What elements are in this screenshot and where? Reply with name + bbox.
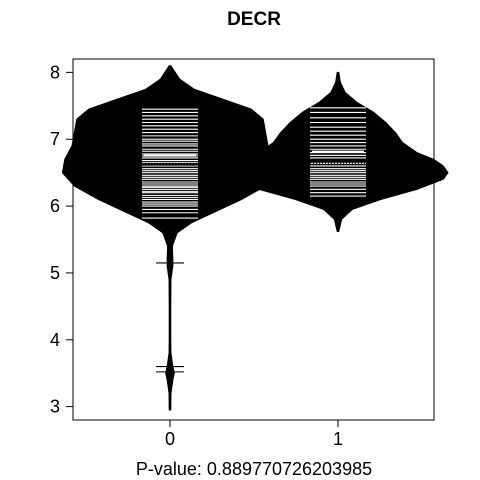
bean-group-0	[61, 65, 279, 411]
y-tick-label: 4	[50, 330, 60, 350]
y-tick-label: 7	[50, 129, 60, 149]
y-tick-label: 6	[50, 196, 60, 216]
y-tick-label: 8	[50, 62, 60, 82]
y-tick-label: 3	[50, 397, 60, 417]
x-tick-label: 1	[333, 429, 343, 449]
beans-layer	[61, 65, 449, 411]
bean-group-1	[227, 71, 449, 232]
x-tick-label: 0	[165, 429, 175, 449]
y-tick-label: 5	[50, 263, 60, 283]
y-axis: 3 4 5 6 7 8	[50, 62, 73, 417]
x-axis-label: P-value: 0.889770726203985	[136, 459, 372, 479]
bean-shape-0	[61, 65, 279, 411]
plot-frame	[72, 58, 435, 421]
chart-title: DECR	[227, 9, 281, 30]
